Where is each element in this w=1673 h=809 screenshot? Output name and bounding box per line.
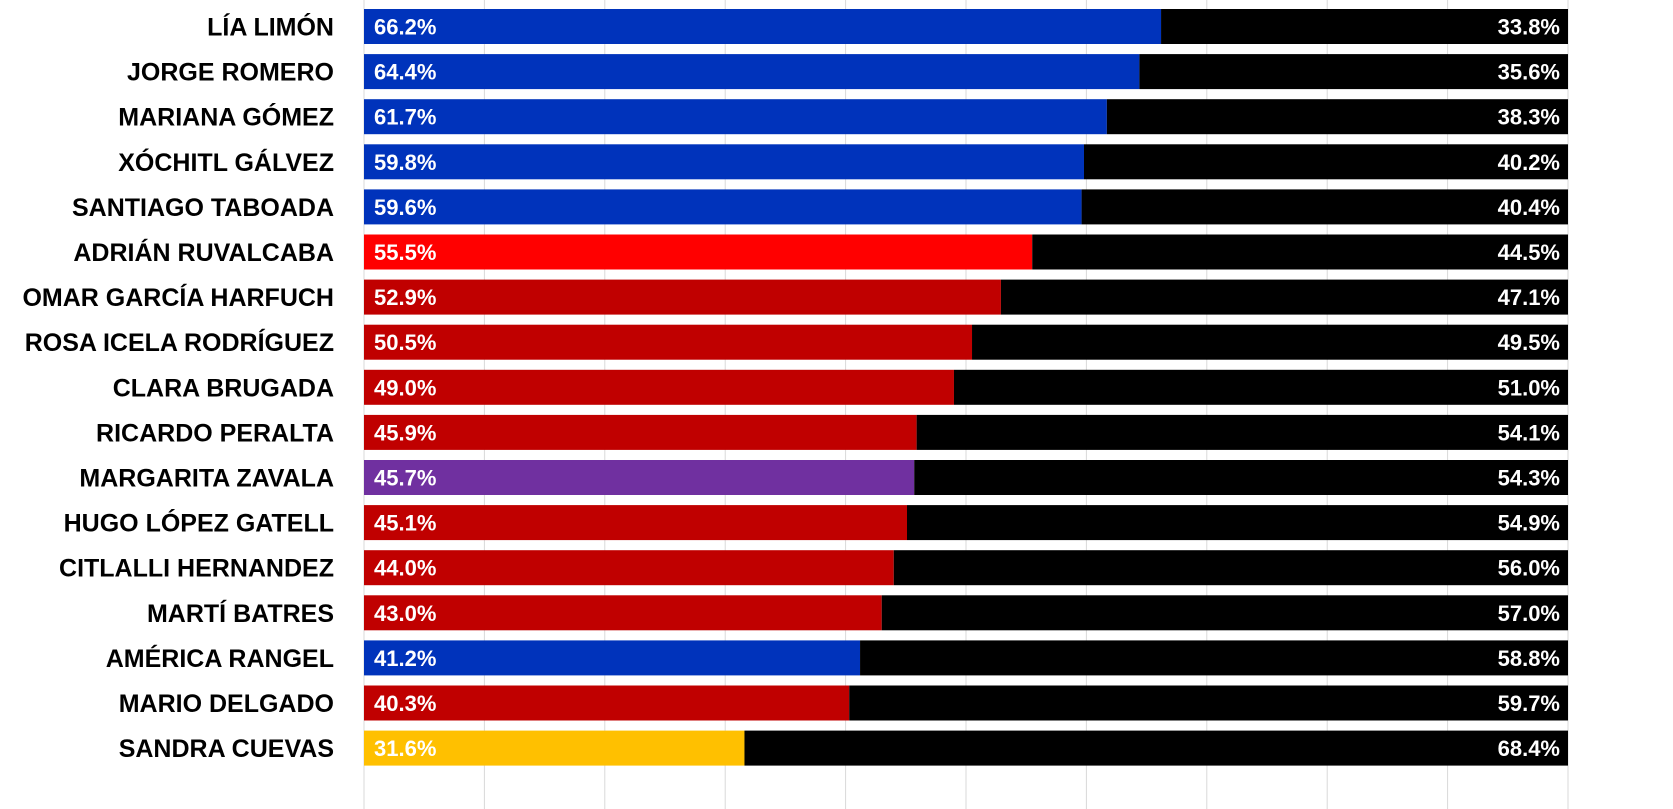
- bar-segment-primary: [364, 234, 1033, 270]
- data-label-secondary: 40.2%: [1498, 150, 1560, 175]
- data-label-primary: 59.8%: [374, 150, 436, 175]
- category-label: JORGE ROMERO: [127, 59, 334, 87]
- category-label: HUGO LÓPEZ GATELL: [64, 508, 334, 538]
- category-label: OMAR GARCÍA HARFUCH: [22, 283, 334, 312]
- data-label-secondary: 33.8%: [1498, 15, 1560, 40]
- bar-segment-secondary: [972, 324, 1568, 360]
- data-label-secondary: 56.0%: [1498, 556, 1560, 581]
- data-label-secondary: 40.4%: [1498, 195, 1560, 220]
- data-label-secondary: 54.9%: [1498, 511, 1560, 536]
- category-label: MARGARITA ZAVALA: [79, 465, 334, 493]
- bar-segment-secondary: [1081, 189, 1568, 225]
- data-label-secondary: 44.5%: [1498, 240, 1560, 265]
- data-label-primary: 45.9%: [374, 420, 436, 445]
- category-label: AMÉRICA RANGEL: [106, 644, 334, 673]
- data-label-secondary: 59.7%: [1498, 691, 1560, 716]
- bar-segment-primary: [364, 9, 1162, 44]
- bar-segment-secondary: [916, 414, 1568, 450]
- bar-segment-secondary: [953, 369, 1568, 405]
- category-label: ADRIÁN RUVALCABA: [73, 238, 334, 267]
- data-label-secondary: 49.5%: [1498, 330, 1560, 355]
- bar-segment-secondary: [744, 730, 1568, 766]
- bar-segment-secondary: [1161, 9, 1568, 44]
- bar-segment-primary: [364, 54, 1140, 90]
- data-label-primary: 45.7%: [374, 466, 436, 491]
- category-label: CITLALLI HERNANDEZ: [59, 555, 334, 583]
- bar-segment-secondary: [1139, 54, 1568, 90]
- bar-segment-secondary: [914, 460, 1568, 495]
- data-label-primary: 44.0%: [374, 556, 436, 581]
- bar-segment-primary: [364, 189, 1082, 225]
- bar-segment-secondary: [1000, 279, 1568, 315]
- bar-segment-secondary: [1106, 99, 1568, 135]
- bar-segment-primary: [364, 730, 745, 766]
- category-label: CLARA BRUGADA: [113, 374, 334, 402]
- bar-segment-secondary: [881, 595, 1568, 631]
- data-label-primary: 43.0%: [374, 601, 436, 626]
- category-label: LÍA LIMÓN: [207, 12, 334, 42]
- category-label: RICARDO PERALTA: [96, 419, 334, 447]
- bar-segment-secondary: [1083, 144, 1568, 180]
- bars: [364, 9, 1568, 766]
- category-label: MARIANA GÓMEZ: [118, 102, 334, 132]
- data-label-primary: 50.5%: [374, 330, 436, 355]
- data-label-secondary: 54.3%: [1498, 466, 1560, 491]
- data-label-secondary: 35.6%: [1498, 60, 1560, 85]
- data-label-primary: 41.2%: [374, 646, 436, 671]
- bar-segment-primary: [364, 369, 954, 405]
- data-label-secondary: 51.0%: [1498, 375, 1560, 400]
- bar-segment-secondary: [1032, 234, 1568, 270]
- bar-segment-secondary: [849, 685, 1568, 721]
- bar-segment-secondary: [907, 505, 1568, 541]
- category-label: XÓCHITL GÁLVEZ: [118, 147, 334, 177]
- data-label-primary: 52.9%: [374, 285, 436, 310]
- bar-segment-primary: [364, 640, 861, 676]
- data-label-primary: 45.1%: [374, 511, 436, 536]
- bar-segment-primary: [364, 99, 1107, 135]
- bar-segment-primary: [364, 595, 882, 631]
- data-label-secondary: 38.3%: [1498, 105, 1560, 130]
- data-label-secondary: 57.0%: [1498, 601, 1560, 626]
- category-label: SANTIAGO TABOADA: [72, 194, 334, 222]
- data-label-secondary: 47.1%: [1498, 285, 1560, 310]
- bar-segment-primary: [364, 685, 850, 721]
- bar-segment-secondary: [893, 550, 1568, 586]
- data-label-secondary: 68.4%: [1498, 736, 1560, 761]
- category-label: MARTÍ BATRES: [147, 599, 334, 628]
- bar-segment-primary: [364, 550, 894, 586]
- bar-segment-primary: [364, 144, 1084, 180]
- data-label-primary: 64.4%: [374, 60, 436, 85]
- data-label-primary: 59.6%: [374, 195, 436, 220]
- data-label-secondary: 54.1%: [1498, 420, 1560, 445]
- data-label-secondary: 58.8%: [1498, 646, 1560, 671]
- category-label: ROSA ICELA RODRÍGUEZ: [25, 328, 334, 357]
- data-label-primary: 31.6%: [374, 736, 436, 761]
- data-label-primary: 61.7%: [374, 105, 436, 130]
- bar-segment-primary: [364, 505, 908, 541]
- category-label: SANDRA CUEVAS: [119, 735, 334, 763]
- bar-segment-primary: [364, 414, 917, 450]
- category-labels: LÍA LIMÓN JORGE ROMERO MARIANA GÓMEZ XÓCHIT…: [22, 12, 334, 764]
- bar-segment-primary: [364, 279, 1001, 315]
- data-label-primary: 66.2%: [374, 15, 436, 40]
- data-label-primary: 40.3%: [374, 691, 436, 716]
- category-label: MARIO DELGADO: [119, 690, 334, 718]
- bar-segment-secondary: [860, 640, 1568, 676]
- data-label-primary: 55.5%: [374, 240, 436, 265]
- bar-segment-primary: [364, 460, 915, 495]
- data-labels: 66.2% 33.8% 64.4% 35.6% 61.7% 38.3% 59.8% 40.2%…: [374, 15, 1560, 762]
- data-label-primary: 49.0%: [374, 375, 436, 400]
- bar-segment-primary: [364, 324, 973, 360]
